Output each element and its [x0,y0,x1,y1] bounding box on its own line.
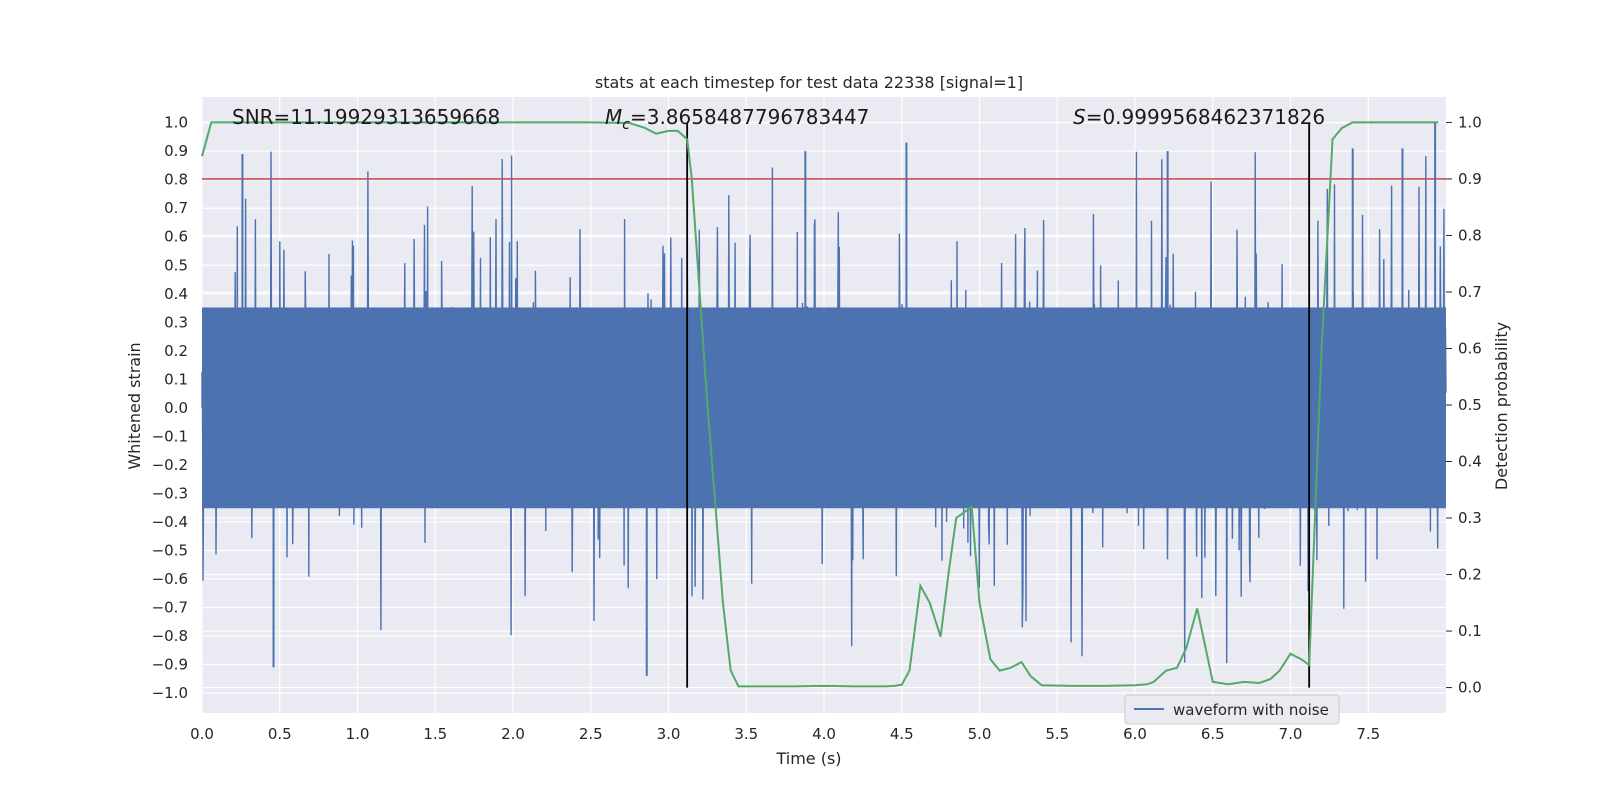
y-tick-label-left: −0.3 [152,484,188,502]
x-tick-label: 0.5 [268,725,292,743]
y-tick-label-left: −0.8 [152,627,188,645]
x-axis-label: Time (s) [775,749,841,768]
x-tick-label: 6.0 [1123,725,1147,743]
x-tick-label: 1.5 [423,725,447,743]
probability-line [201,121,1439,688]
y-tick-label-left: −1.0 [152,684,188,702]
legend: waveform with noise [1124,694,1340,725]
y-tick-label-left: 1.0 [164,114,188,132]
y-tick-label-left: 0.0 [164,399,188,417]
y-tick-label-right: 0.7 [1458,283,1482,301]
x-tick-label: 7.0 [1279,725,1303,743]
x-tick-label: 1.0 [346,725,370,743]
chirp-mass-symbol: M [605,105,622,129]
y-tick-label-left: −0.1 [152,427,188,445]
y-tick-label-right: 0.1 [1458,622,1482,640]
y-tick-label-right: 0.4 [1458,453,1482,471]
x-tick-label: 2.5 [579,725,603,743]
legend-box [1124,694,1340,725]
score-value: =0.9999568462371826 [1086,105,1325,129]
y-tick-label-left: 0.8 [164,171,188,189]
score-annotation: S=0.9999568462371826 [1073,105,1325,129]
ticks: 0.0 0.5 1.0 1.5 2.0 2.5 3.0 3.5 4.0 4.5 5.0 5.5 6.0 6… [152,113,1482,743]
y-tick-label-left: −0.7 [152,598,188,616]
y-tick-label-right: 0.8 [1458,226,1482,244]
strain-core-band [202,307,1446,509]
y-tick-label-right: 0.5 [1458,396,1482,414]
x-tick-label: 6.5 [1201,725,1225,743]
x-tick-label: 0.0 [190,725,214,743]
y-tick-label-left: 0.9 [164,142,188,160]
vertical-markers [686,122,1311,688]
score-symbol: S [1073,105,1086,129]
x-tick-label: 4.0 [812,725,836,743]
y-tick-label-left: 0.1 [164,370,188,388]
chart-title: stats at each timestep for test data 223… [595,73,1023,92]
y-tick-label-right: 0.3 [1458,509,1482,527]
x-tick-label: 5.0 [968,725,992,743]
chirp-mass-subscript: c [622,117,630,133]
probability-series [201,121,1439,688]
strain-series [201,122,1447,676]
legend-entry: waveform with noise [1173,701,1329,719]
y-tick-label-right: 0.0 [1458,679,1482,697]
snr-annotation: SNR=11.19929313659668 [232,105,500,129]
y-tick-label-left: 0.4 [164,285,188,303]
y-tick-label-right: 0.6 [1458,339,1482,357]
y-tick-label-left: −0.2 [152,456,188,474]
x-tick-label: 5.5 [1045,725,1069,743]
chirp-mass-value: =3.8658487796783447 [630,105,869,129]
y-tick-label-left: 0.2 [164,342,188,360]
y-tick-label-left: −0.9 [152,656,188,674]
y-tick-label-left: 0.7 [164,199,188,217]
y-tick-label-left: 0.5 [164,256,188,274]
y-tick-label-right: 0.2 [1458,566,1482,584]
y-tick-label-left: −0.6 [152,570,188,588]
y-tick-label-left: 0.6 [164,228,188,246]
y-axis-label-right: Detection probability [1492,322,1511,490]
y-tick-label-right: 0.9 [1458,170,1482,188]
y-tick-label-left: −0.5 [152,541,188,559]
y-tick-label-right: 1.0 [1458,113,1482,131]
y-axis-label-left: Whitened strain [125,342,144,469]
chirp-mass-annotation: Mc=3.8658487796783447 [605,105,869,133]
x-tick-label: 3.5 [734,725,758,743]
x-tick-label: 3.0 [657,725,681,743]
x-tick-label: 4.5 [890,725,914,743]
x-tick-label: 7.5 [1356,725,1380,743]
y-tick-label-left: −0.4 [152,513,188,531]
x-tick-label: 2.0 [501,725,525,743]
y-tick-label-left: 0.3 [164,313,188,331]
